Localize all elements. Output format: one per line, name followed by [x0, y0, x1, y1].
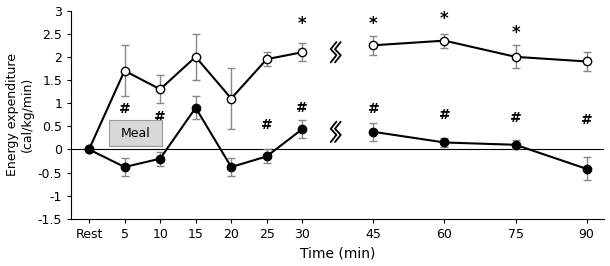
Y-axis label: Energy expenditure
(cal/kg/min): Energy expenditure (cal/kg/min)	[5, 53, 34, 176]
Text: #: #	[439, 108, 450, 122]
Text: #: #	[581, 113, 592, 127]
Bar	[327, 40, 348, 65]
FancyBboxPatch shape	[109, 120, 162, 146]
Text: #: #	[367, 102, 379, 116]
Text: *: *	[511, 24, 520, 42]
X-axis label: Time (min): Time (min)	[300, 246, 376, 260]
Text: Meal: Meal	[120, 127, 150, 140]
Text: #: #	[261, 118, 273, 132]
Text: #: #	[296, 101, 308, 115]
Text: #: #	[119, 102, 131, 116]
Bar	[327, 119, 348, 144]
Text: #: #	[154, 110, 166, 124]
Text: *: *	[440, 10, 449, 28]
Text: #: #	[510, 111, 522, 125]
Text: *: *	[369, 15, 378, 33]
Text: *: *	[298, 15, 307, 33]
